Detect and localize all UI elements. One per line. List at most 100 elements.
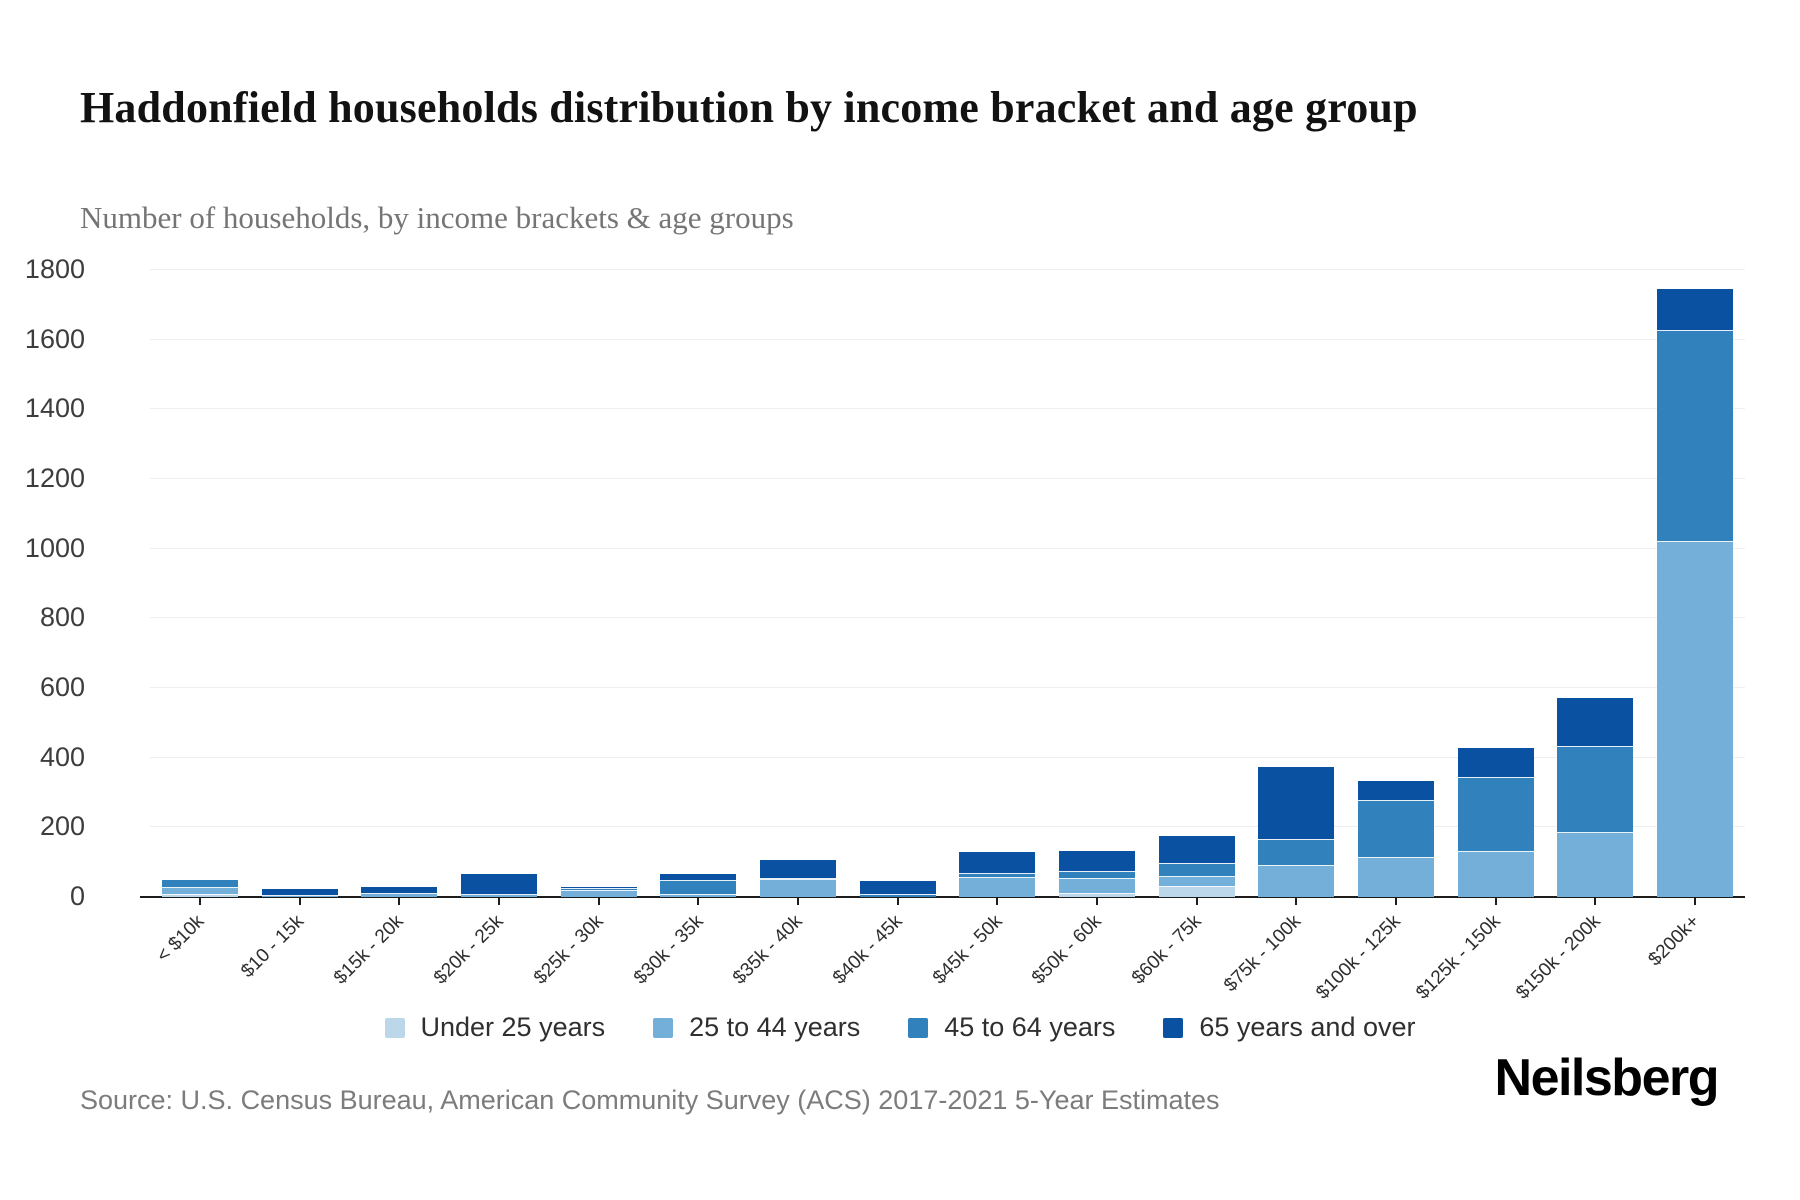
bar-segment[interactable] [660,881,737,895]
bar-segment[interactable] [460,894,537,897]
bar-segment[interactable] [361,894,438,897]
bar-segment[interactable] [1358,781,1435,801]
bar-segment[interactable] [1158,876,1235,887]
bar-segment[interactable] [959,852,1036,874]
stacked-bar-10k[interactable] [161,879,238,897]
bar-slot [1645,270,1745,897]
x-axis-line [140,896,1745,898]
bar-segment[interactable] [261,889,338,896]
bar-segment[interactable] [1657,330,1734,542]
y-axis-label: 0 [69,881,85,911]
bar-segment[interactable] [759,878,836,881]
bar-segment[interactable] [1258,767,1335,840]
stacked-bar-45k-50k[interactable] [959,852,1036,897]
stacked-bar-10-15k[interactable] [261,889,338,897]
bar-segment[interactable] [759,880,836,897]
bar-segment[interactable] [1457,851,1534,897]
legend-item[interactable]: Under 25 years [384,1012,605,1043]
bar-segment[interactable] [1557,832,1634,897]
bar-segment[interactable] [1457,748,1534,778]
legend-label: 65 years and over [1199,1012,1416,1042]
y-axis-label: 1800 [24,254,85,284]
plot-area: 0 200 400 600 800 1000 1200 1400 1600 1800 < $10k $… [25,254,1745,1004]
bar-segment[interactable] [560,887,637,890]
bar-segment[interactable] [1557,698,1634,748]
legend-label: 25 to 44 years [689,1012,861,1042]
stacked-bar-40k-45k[interactable] [859,881,936,897]
bar-segment[interactable] [1457,777,1534,852]
stacked-bar-25k-30k[interactable] [560,887,637,897]
x-axis-tick [796,897,799,905]
bar-segment[interactable] [660,874,737,881]
bar-segment[interactable] [1657,541,1734,897]
stacked-bar-100k-125k[interactable] [1358,781,1435,897]
gridline [150,269,1745,270]
x-axis-label: $45k - 50k [928,911,1007,989]
stacked-bar-75k-100k[interactable] [1258,767,1335,897]
x-axis-label: $100k - 125k [1312,911,1405,1004]
bar-segment[interactable] [660,894,737,897]
bar-segment[interactable] [1258,865,1335,897]
bar-segment[interactable] [1059,851,1136,872]
bar-segment[interactable] [1059,878,1136,895]
bar-segment[interactable] [759,860,836,879]
x-axis-tick [1295,897,1298,905]
bar-segment[interactable] [859,881,936,896]
gridline [150,687,1745,688]
bar-segment[interactable] [1059,894,1136,897]
bar-segment[interactable] [1358,800,1435,858]
stacked-bar-200k[interactable] [1657,289,1734,897]
bar-segment[interactable] [959,877,1036,897]
stacked-bar-50k-60k[interactable] [1059,851,1136,897]
bar-segment[interactable] [859,895,936,897]
x-axis-tick [697,897,700,905]
x-axis-tick [1594,897,1597,905]
bar-segment[interactable] [1557,747,1634,833]
x-axis-label: < $10k [153,911,209,967]
legend-item[interactable]: 65 years and over [1163,1012,1416,1043]
bar-segment[interactable] [1657,289,1734,331]
bar-slot [549,270,649,897]
stacked-bar-20k-25k[interactable] [460,874,537,897]
bar-slot [948,270,1048,897]
page-title: Haddonfield households distribution by i… [80,83,1418,133]
legend-swatch [653,1017,674,1038]
bar-segment[interactable] [161,895,238,897]
bar-segment[interactable] [1358,858,1435,897]
bar-segment[interactable] [460,874,537,895]
stacked-bar-30k-35k[interactable] [660,874,737,897]
stacked-bar-60k-75k[interactable] [1158,835,1235,897]
y-axis-label: 400 [39,741,85,772]
bar-segment[interactable] [560,890,637,897]
x-axis-label: $15k - 20k [330,911,409,989]
stacked-bar-150k-200k[interactable] [1557,698,1634,897]
bar-slot [150,270,250,897]
legend-swatch [384,1017,405,1038]
y-axis-label: 800 [39,602,85,633]
legend: Under 25 years 25 to 44 years 45 to 64 yea… [0,1012,1800,1043]
gridline [150,547,1745,549]
bar-segment[interactable] [959,873,1036,878]
bar-segment[interactable] [161,888,238,896]
source-attribution: Source: U.S. Census Bureau, American Com… [80,1085,1220,1115]
bar-slot [1546,270,1646,897]
x-axis-tick [1096,897,1099,905]
x-axis-label: $125k - 150k [1412,911,1505,1004]
bar-segment[interactable] [1158,863,1235,877]
stacked-bar-15k-20k[interactable] [361,887,438,897]
bar-slot [349,270,449,897]
bar-segment[interactable] [161,879,238,889]
stacked-bar-35k-40k[interactable] [759,860,836,897]
stacked-bar-125k-150k[interactable] [1457,748,1534,897]
legend-item[interactable]: 45 to 64 years [908,1012,1115,1043]
bar-segment[interactable] [361,887,438,895]
bar-segment[interactable] [261,895,338,897]
bar-segment[interactable] [1158,886,1235,897]
bar-segment[interactable] [1059,871,1136,879]
legend-item[interactable]: 25 to 44 years [653,1012,860,1043]
bar-segment[interactable] [560,889,637,891]
bar-segment[interactable] [1158,835,1235,864]
gridline [150,478,1745,479]
bar-segment[interactable] [1258,839,1335,866]
